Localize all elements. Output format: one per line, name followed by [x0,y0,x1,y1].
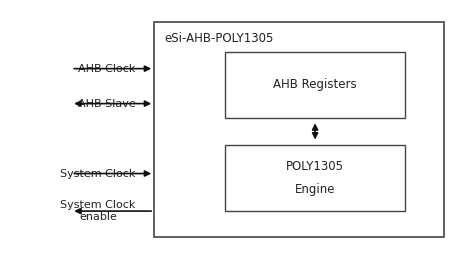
Bar [225,52,404,118]
Text: AHB Slave: AHB Slave [78,99,135,109]
Bar [225,145,404,211]
Text: AHB Clock: AHB Clock [78,64,135,74]
Text: eSi-AHB-POLY1305: eSi-AHB-POLY1305 [164,32,273,45]
Text: Engine: Engine [294,183,335,196]
Bar [154,22,443,237]
Text: System Clock
enable: System Clock enable [60,200,135,222]
Text: POLY1305: POLY1305 [285,160,343,173]
Text: AHB Registers: AHB Registers [273,78,356,91]
Text: System Clock: System Clock [60,169,135,178]
